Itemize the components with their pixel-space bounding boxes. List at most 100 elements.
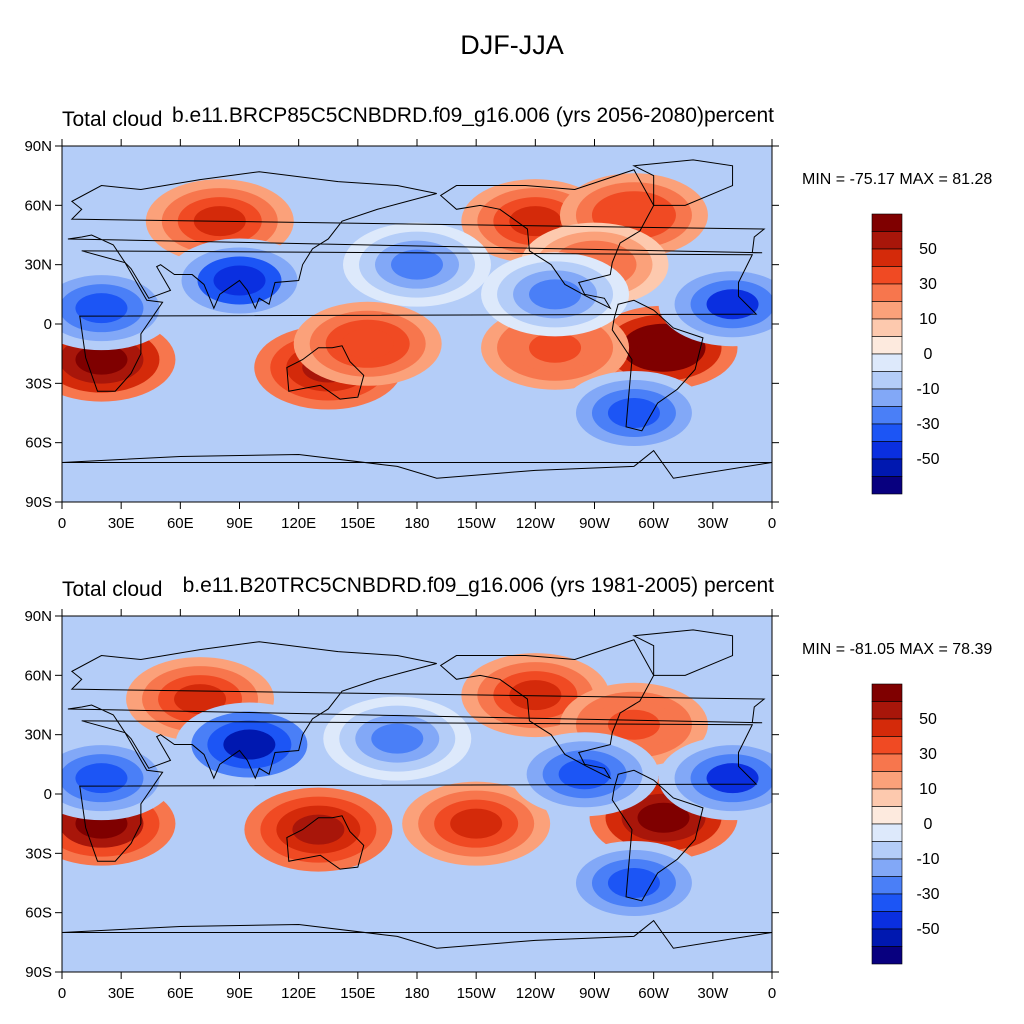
panel-right-title: b.e11.B20TRC5CNBDRD.f09_g16.006 (yrs 198… [182,574,774,597]
colorbar-cell [871,928,903,947]
lat-tick-label: 0 [44,786,52,803]
panel-right-title: b.e11.BRCP85C5CNBDRD.f09_g16.006 (yrs 20… [172,104,774,127]
lon-tick-label: 0 [58,515,66,532]
map-panel-1: Total cloud b.e11.BRCP85C5CNBDRD.f09_g16… [24,104,993,532]
contour-blob [223,729,276,760]
contour-blob [341,328,394,359]
contour-blob [637,332,690,363]
coastline [62,449,772,479]
lat-tick-label: 60S [25,905,52,922]
coastline [439,639,655,780]
coastline [632,629,734,676]
colorbar-cell [871,788,903,807]
lat-tick-label: 90N [24,608,52,625]
contour-map: 0 30E 60E 90E 120E 150E 180 150W 120W 90W 60W 30W 09… [24,138,939,532]
contour-blob [391,249,443,280]
lat-tick-label: 30N [24,257,52,274]
lon-tick-label: 150E [340,515,375,532]
colorbar-cell [871,823,903,842]
contour-blob [292,814,345,845]
contour-blob [529,332,582,363]
lat-tick-label: 60S [25,435,52,452]
colorbar-label: -30 [916,886,939,903]
colorbar-cell [871,876,903,895]
lon-tick-label: 30E [108,515,135,532]
colorbar-cell [871,841,903,860]
colorbar-label: -50 [916,921,939,938]
colorbar-cell [871,911,903,930]
lon-tick-label: 60E [167,985,194,1002]
lat-tick-label: 30S [25,845,52,862]
colorbar-label: 50 [919,711,937,728]
lon-tick-label: 120E [281,515,316,532]
panel-left-title: Total cloud [62,108,163,131]
lon-tick-label: 150W [457,515,497,532]
lon-tick-label: 60W [638,515,670,532]
colorbar-label: -10 [916,381,939,398]
lon-tick-label: 120W [516,985,556,1002]
lon-tick-label: 180 [404,515,429,532]
contour-blob [706,289,759,320]
colorbar-label: 0 [924,346,933,363]
lon-tick-label: 30E [108,985,135,1002]
colorbar-label: -30 [916,416,939,433]
contour-blob [706,763,759,794]
colorbar-label: 30 [919,276,937,293]
lon-tick-label: 90E [226,515,253,532]
coastline [439,169,655,310]
lon-tick-label: 0 [768,515,776,532]
contour-blob [75,344,128,375]
lat-tick-label: 90S [25,964,52,981]
coastline [67,641,766,780]
coastline [79,720,758,862]
contour-blob [607,868,660,898]
colorbar-cell [871,771,903,790]
coastline [611,299,704,432]
min-max-stats: MIN = -75.17 MAX = 81.28 [802,171,993,188]
lon-tick-label: 60W [638,985,670,1002]
lat-tick-label: 60N [24,197,52,214]
colorbar-cell [871,701,903,720]
colorbar-label: 10 [919,311,937,328]
lon-tick-label: 150E [340,985,375,1002]
lon-tick-label: 30W [697,515,729,532]
lon-tick-label: 0 [768,985,776,1002]
contour-blob [529,279,582,310]
coastline [62,919,772,949]
lon-tick-label: 150W [457,985,497,1002]
colorbar-cell [871,476,903,495]
lat-tick-label: 60N [24,667,52,684]
coastline [286,345,365,400]
contour-blob [607,709,660,740]
contour-field [62,629,772,949]
colorbar-cell [871,893,903,912]
contour-field [62,159,772,479]
contour-blob [450,808,503,839]
coastline [632,159,734,206]
contour-blob [607,200,660,231]
lon-tick-label: 120W [516,515,556,532]
lat-tick-label: 30S [25,375,52,392]
coastline [611,769,704,902]
colorbar-cell [871,683,903,702]
lon-tick-label: 90E [226,985,253,1002]
coastline [79,250,758,392]
colorbar-label: -50 [916,451,939,468]
colorbar-label: 50 [919,241,937,258]
lon-tick-label: 30W [697,985,729,1002]
colorbar-cell [871,718,903,737]
contour-blob [637,802,690,833]
coastline [286,815,365,870]
colorbar-label: 10 [919,781,937,798]
contour-blob [75,763,128,794]
lon-tick-label: 60E [167,515,194,532]
lon-tick-label: 0 [58,985,66,1002]
colorbar-label: -10 [916,851,939,868]
lon-tick-label: 180 [404,985,429,1002]
coastline [67,171,766,310]
lon-tick-label: 90W [579,515,611,532]
colorbar-cell [871,736,903,755]
colorbar-label: 0 [924,816,933,833]
